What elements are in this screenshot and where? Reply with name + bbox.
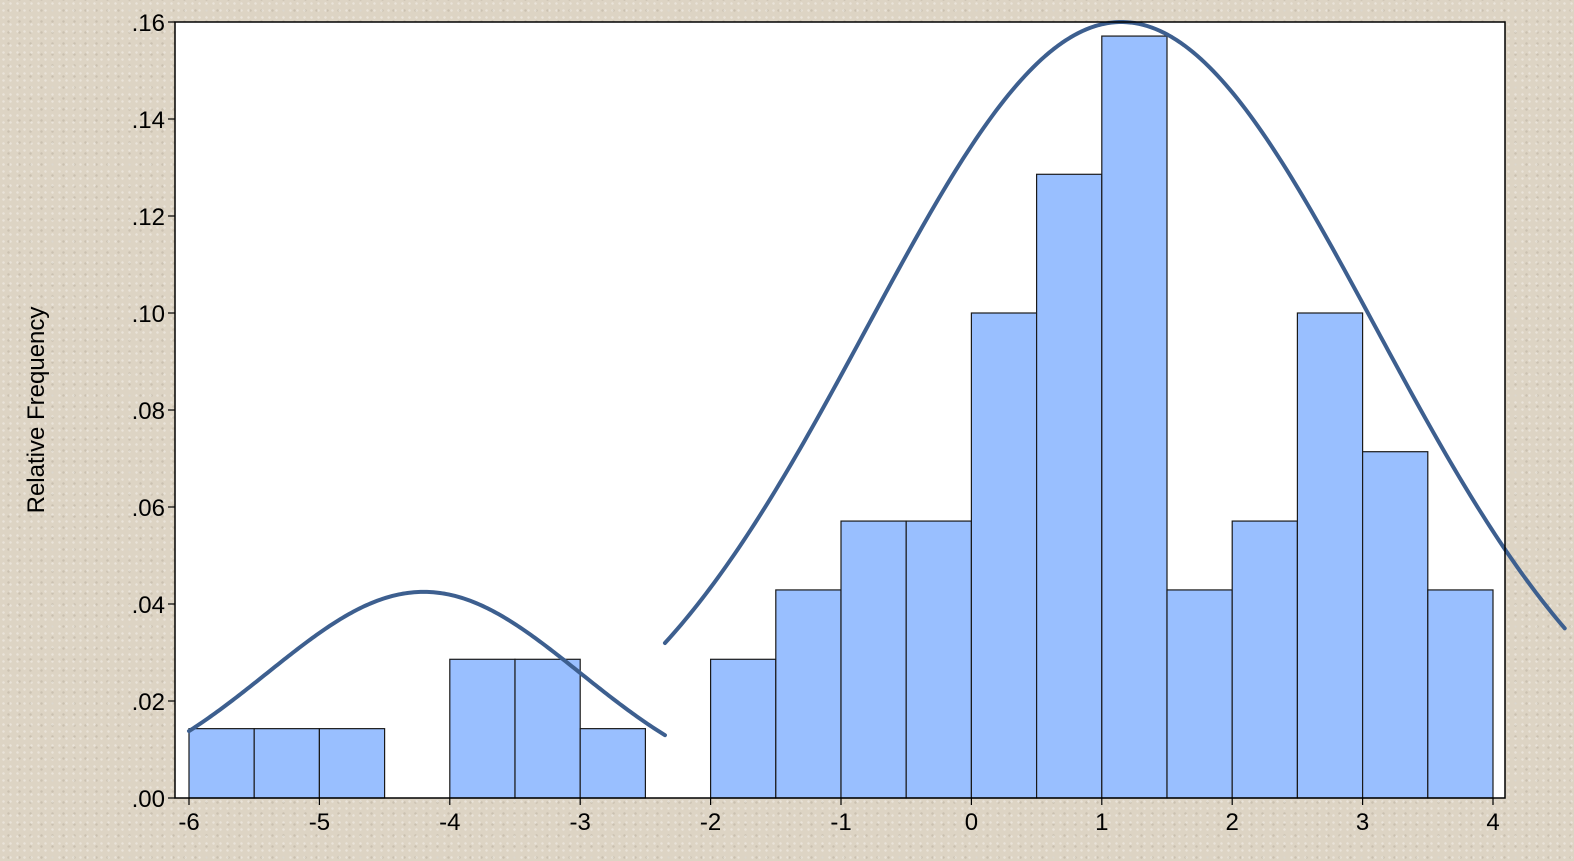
histogram-bar <box>970 312 1038 799</box>
y-axis-title: Relative Frequency <box>23 307 50 514</box>
histogram-bar <box>1361 451 1429 799</box>
x-tick-label: 1 <box>1095 809 1108 836</box>
histogram-bar <box>253 728 320 799</box>
fitted-curve <box>187 589 667 738</box>
y-tick-label: .16 <box>132 10 165 37</box>
histogram-bar <box>579 728 647 799</box>
histogram-bar <box>449 658 516 799</box>
y-axis: .00 .02 .04 .06 .08 .10 .12 .14 .16 <box>132 10 175 813</box>
histogram-bar <box>188 728 255 799</box>
x-tick-label: -6 <box>178 809 199 836</box>
x-tick-label: -1 <box>830 809 851 836</box>
histogram-bar <box>1101 35 1168 799</box>
histogram-bar <box>905 520 973 799</box>
histogram-bar <box>709 658 777 799</box>
histogram-bar <box>318 728 386 799</box>
y-tick-label: .12 <box>132 204 165 231</box>
x-axis: -6 -5 -4 -3 -2 -1 0 1 2 3 4 <box>178 798 1500 836</box>
y-tick-label: .10 <box>132 301 165 328</box>
x-tick-label: -5 <box>309 809 330 836</box>
y-tick-label: .00 <box>132 786 165 813</box>
x-tick-label: -2 <box>700 809 721 836</box>
x-tick-label: -3 <box>570 809 591 836</box>
histogram-bar <box>775 589 842 799</box>
histogram-bar <box>1427 589 1494 799</box>
histogram-bar <box>1296 312 1364 799</box>
y-tick-label: .14 <box>132 107 165 134</box>
histogram-bar <box>1231 520 1298 799</box>
y-tick-label: .04 <box>132 592 165 619</box>
y-tick-label: .06 <box>132 495 165 522</box>
histogram-bar <box>514 658 581 799</box>
histogram-bar <box>840 520 907 799</box>
x-tick-label: 0 <box>965 809 978 836</box>
y-tick-label: .08 <box>132 398 165 425</box>
x-tick-label: 3 <box>1356 809 1369 836</box>
x-tick-label: 4 <box>1486 809 1499 836</box>
x-tick-label: 2 <box>1226 809 1239 836</box>
histogram-bar <box>1166 589 1233 799</box>
bars-group <box>188 35 1494 799</box>
y-tick-label: .02 <box>132 689 165 716</box>
histogram-bar <box>1035 173 1103 799</box>
x-tick-label: -4 <box>439 809 460 836</box>
